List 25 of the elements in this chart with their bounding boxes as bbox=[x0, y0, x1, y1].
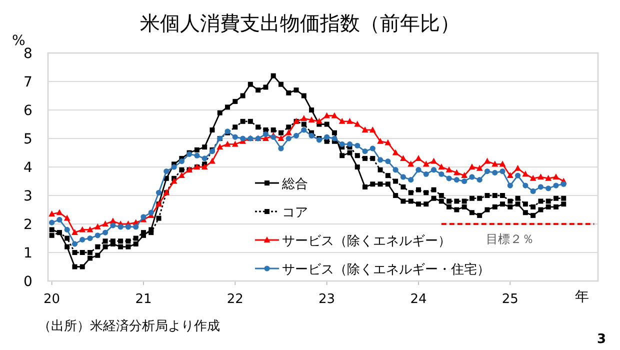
legend-label: コア bbox=[282, 206, 308, 220]
y-axis-title: % bbox=[12, 33, 26, 49]
y-tick-label: 0 bbox=[24, 274, 32, 290]
y-tick-label: 3 bbox=[24, 188, 32, 204]
y-tick-label: 2 bbox=[24, 217, 32, 233]
legend-label: サービス（除くエネルギー・住宅） bbox=[282, 262, 490, 278]
text: 3 bbox=[596, 332, 606, 347]
chart-title: 米個人消費支出物価指数（前年比） bbox=[140, 11, 460, 35]
legend-label: サービス（除くエネルギー） bbox=[282, 234, 451, 249]
x-tick-label: 21 bbox=[135, 292, 152, 307]
x-tick-label: 24 bbox=[410, 292, 427, 307]
y-tick-label: 7 bbox=[24, 74, 32, 90]
x-tick-label: 20 bbox=[44, 292, 60, 307]
y-tick-label: 5 bbox=[24, 132, 32, 148]
y-tick-label: 4 bbox=[24, 160, 33, 176]
x-tick-label: 25 bbox=[502, 292, 518, 307]
x-axis-title: 年 bbox=[575, 289, 589, 305]
y-tick-label: 6 bbox=[24, 103, 33, 119]
annotation: 目標２％ bbox=[486, 232, 534, 246]
y-tick-label: 8 bbox=[24, 46, 32, 62]
text: （出所）米経済分析局より作成 bbox=[38, 318, 220, 334]
legend-label: 総合 bbox=[281, 177, 308, 192]
y-tick-label: 1 bbox=[24, 246, 32, 262]
x-tick-label: 23 bbox=[318, 292, 336, 307]
x-tick-label: 22 bbox=[226, 292, 244, 307]
